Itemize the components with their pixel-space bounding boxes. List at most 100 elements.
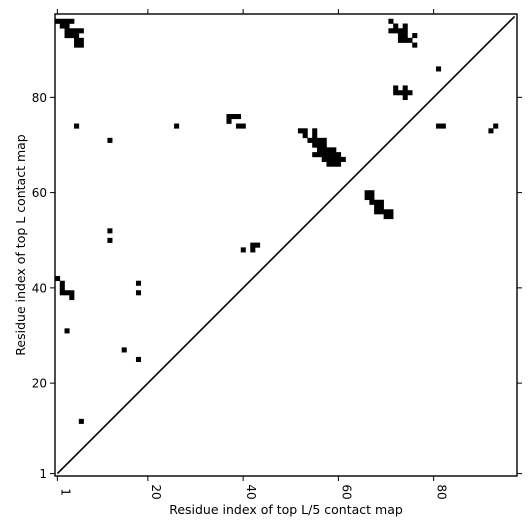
contact-cell-upper bbox=[374, 199, 380, 205]
contact-cell-upper bbox=[316, 152, 323, 158]
y-axis-label: Residue index of top L contact map bbox=[13, 134, 28, 355]
contact-cell-upper bbox=[240, 123, 246, 129]
contact-cell-upper bbox=[388, 209, 394, 215]
contact-cell-upper bbox=[393, 90, 399, 96]
contact-cell-lower bbox=[55, 275, 61, 282]
contact-cell-upper bbox=[55, 18, 61, 24]
contact-cell-upper bbox=[402, 85, 408, 91]
contact-cell-lower bbox=[107, 237, 113, 243]
contact-cell-upper bbox=[402, 33, 408, 39]
x-tick-label: 40 bbox=[244, 484, 258, 499]
y-tick-label: 80 bbox=[32, 91, 47, 105]
contact-cell-upper bbox=[321, 147, 327, 153]
contact-cell-upper bbox=[240, 247, 246, 253]
contact-cell-lower bbox=[135, 290, 142, 296]
contact-cell-upper bbox=[402, 90, 408, 96]
contact-cell-upper bbox=[59, 18, 65, 24]
contact-cell-upper bbox=[297, 128, 303, 134]
contact-cell-upper bbox=[388, 18, 394, 24]
contact-cell-upper bbox=[326, 156, 332, 162]
contact-cell-upper bbox=[402, 37, 408, 43]
contact-cell-upper bbox=[250, 242, 256, 248]
y-tick-label: 60 bbox=[32, 186, 47, 200]
contact-cell-upper bbox=[312, 137, 318, 143]
contact-cell-upper bbox=[397, 28, 403, 34]
x-tick-label: 1 bbox=[58, 488, 72, 496]
contact-cell-upper bbox=[74, 42, 80, 48]
contact-cell-upper bbox=[378, 209, 384, 215]
contact-cell-upper bbox=[321, 137, 327, 143]
contact-cell-upper bbox=[255, 242, 261, 248]
contact-cell-upper bbox=[436, 66, 442, 72]
contact-cell-upper bbox=[64, 28, 70, 34]
contact-cell-upper bbox=[250, 247, 256, 253]
contact-cell-upper bbox=[364, 190, 370, 196]
contact-cell-upper bbox=[407, 37, 413, 43]
contact-cell-upper bbox=[388, 214, 394, 220]
contact-cell-upper bbox=[69, 18, 75, 24]
contact-cell-upper bbox=[64, 18, 70, 24]
contact-cell-upper bbox=[340, 156, 346, 162]
contact-cell-upper bbox=[312, 128, 318, 134]
contact-cell-upper bbox=[78, 37, 84, 43]
contact-cell-upper bbox=[231, 114, 237, 120]
contact-cell-upper bbox=[412, 33, 418, 39]
contact-cell-lower bbox=[107, 228, 113, 234]
contact-cell-lower bbox=[135, 280, 142, 286]
contact-cell-upper bbox=[402, 94, 408, 101]
contact-cell-upper bbox=[393, 28, 399, 34]
contact-cell-upper bbox=[312, 142, 318, 148]
contact-cell-upper bbox=[74, 28, 80, 34]
plot-frame bbox=[54, 13, 518, 477]
contact-cell-upper bbox=[302, 128, 308, 134]
y-tick-label: 1 bbox=[39, 467, 47, 481]
contact-cell-upper bbox=[488, 128, 494, 134]
contact-cell-upper bbox=[174, 123, 180, 129]
contact-cell-upper bbox=[331, 156, 337, 162]
contact-cell-upper bbox=[312, 133, 318, 139]
contact-cell-upper bbox=[407, 90, 413, 96]
contact-cell-lower bbox=[59, 285, 65, 291]
contact-cell-upper bbox=[78, 28, 84, 34]
contact-cell-upper bbox=[440, 123, 446, 129]
contact-cell-lower bbox=[64, 328, 70, 334]
contact-cell-upper bbox=[383, 209, 389, 215]
contact-cell-upper bbox=[374, 209, 380, 215]
contact-cell-upper bbox=[388, 28, 394, 34]
contact-cell-upper bbox=[107, 137, 113, 143]
contact-cell-lower bbox=[59, 280, 65, 286]
x-axis: 1 20 40 60 80 bbox=[56, 9, 449, 500]
contact-cell-lower bbox=[64, 290, 70, 296]
contact-cell-upper bbox=[316, 147, 323, 153]
contact-cell-upper bbox=[69, 28, 75, 34]
contact-cell-upper bbox=[321, 152, 327, 158]
contact-cell-upper bbox=[397, 90, 403, 96]
contact-cell-upper bbox=[302, 133, 308, 139]
contact-cell-upper bbox=[321, 142, 327, 148]
contact-cell-upper bbox=[326, 152, 332, 158]
contact-cell-upper bbox=[369, 190, 375, 196]
contact-cell-lower bbox=[121, 347, 127, 353]
diagonal-line bbox=[56, 15, 516, 475]
contact-cell-upper bbox=[326, 147, 332, 153]
contact-cell-lower bbox=[135, 356, 142, 362]
contact-cell-upper bbox=[336, 161, 342, 167]
contact-cell-upper bbox=[393, 85, 399, 91]
contact-cell-upper bbox=[307, 137, 313, 143]
contact-cell-upper bbox=[64, 23, 70, 29]
contact-cell-upper bbox=[336, 156, 342, 162]
contact-cell-upper bbox=[378, 199, 384, 205]
contact-cell-upper bbox=[436, 123, 442, 129]
contact-cells bbox=[55, 18, 499, 424]
contact-cell-lower bbox=[78, 418, 84, 424]
contact-cell-upper bbox=[74, 123, 80, 129]
contact-cell-upper bbox=[364, 194, 370, 201]
contact-cell-upper bbox=[312, 152, 318, 158]
contact-cell-upper bbox=[235, 114, 242, 120]
y-axis: 1 20 40 60 80 bbox=[32, 91, 522, 481]
contact-cell-upper bbox=[493, 123, 499, 129]
contact-cell-upper bbox=[78, 42, 84, 48]
contact-cell-upper bbox=[235, 123, 242, 129]
contact-cell-upper bbox=[336, 152, 342, 158]
